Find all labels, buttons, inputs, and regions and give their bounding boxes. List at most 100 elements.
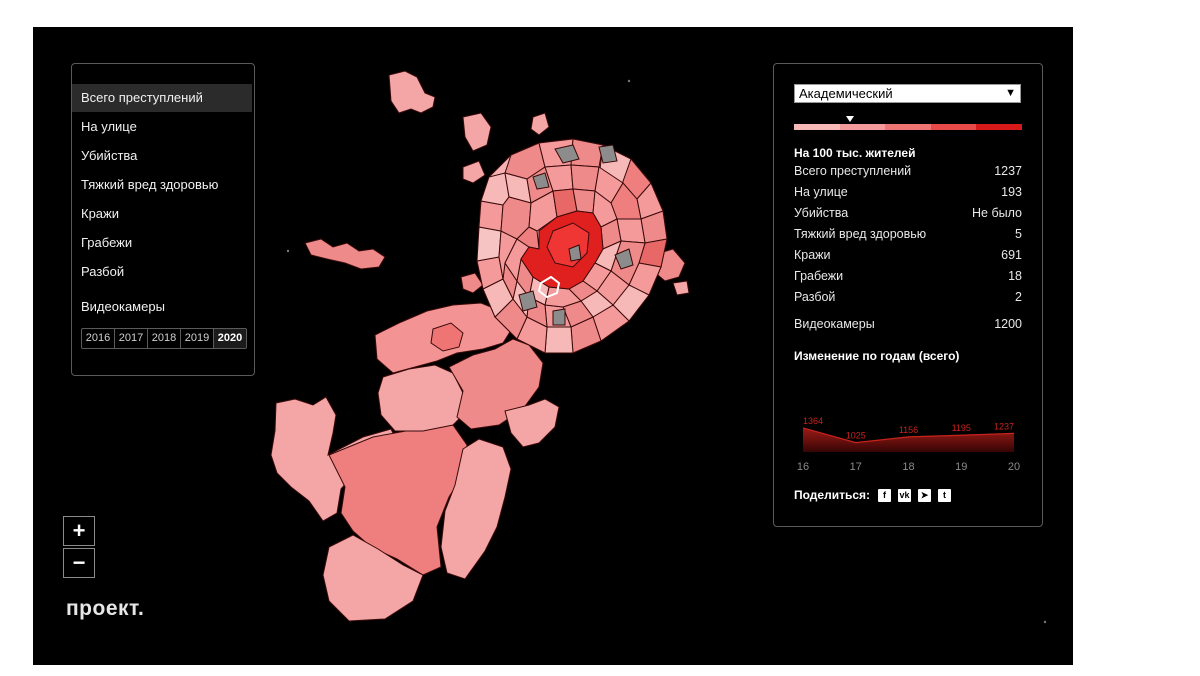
island-zelenograd[interactable]	[388, 70, 436, 114]
layer-item-theft[interactable]: Кражи	[81, 206, 119, 221]
trend-value-label: 1237	[994, 421, 1014, 431]
layer-item-street[interactable]: На улице	[81, 119, 137, 134]
stat-row: Кражи 691	[794, 248, 1022, 262]
stat-row: Убийства Не было	[794, 206, 1022, 220]
district-select[interactable]: Академический ▼	[794, 84, 1021, 103]
telegram-icon[interactable]: ➤	[918, 488, 932, 502]
island-east-small[interactable]	[672, 280, 690, 296]
layer-item-murders[interactable]: Убийства	[81, 148, 138, 163]
zoom-in-button[interactable]: +	[63, 516, 95, 546]
region-middle-right[interactable]	[448, 338, 544, 430]
district-nodata-1[interactable]	[554, 144, 580, 164]
trend-line	[802, 427, 1015, 444]
outer-islands[interactable]	[304, 70, 690, 296]
stat-label: На улице	[794, 185, 848, 199]
facebook-icon[interactable]: f	[878, 488, 892, 502]
layer-item-robbery[interactable]: Грабежи	[81, 235, 133, 250]
stat-label: Видеокамеры	[794, 317, 875, 331]
layer-item-armed-robbery[interactable]: Разбой	[81, 264, 125, 279]
map-background-dots	[286, 79, 1047, 624]
district-nw1[interactable]	[478, 200, 504, 232]
island-north2[interactable]	[530, 112, 550, 136]
stat-value: 1237	[994, 164, 1022, 178]
trend-year-label: 20	[1008, 461, 1020, 473]
region-south-west[interactable]	[440, 438, 512, 580]
region-south-bottom[interactable]	[322, 534, 424, 622]
year-button-2016[interactable]: 2016	[82, 329, 115, 348]
district-info-panel: Академический ▼ На 100 тыс. жителей Всег…	[773, 63, 1043, 527]
island-north[interactable]	[462, 112, 492, 152]
zoom-out-button[interactable]: −	[63, 548, 95, 578]
district-nw2[interactable]	[480, 172, 510, 206]
chevron-down-icon: ▼	[1005, 87, 1016, 99]
island-northwest-small[interactable]	[462, 160, 486, 184]
stat-row: Всего преступлений 1237	[794, 164, 1022, 178]
trend-value-label: 1156	[899, 425, 918, 435]
island-west-small[interactable]	[460, 272, 484, 294]
stat-value: Не было	[972, 206, 1022, 220]
stat-value: 2	[1015, 290, 1022, 304]
district-c1[interactable]	[528, 190, 558, 232]
selected-district-outline[interactable]	[537, 275, 561, 299]
new-moscow-regions[interactable]	[270, 302, 560, 622]
layer-item-all-crimes[interactable]: Всего преступлений	[72, 84, 252, 112]
region-middle-left[interactable]	[377, 364, 464, 432]
scale-segment	[976, 124, 1022, 130]
stat-label: Убийства	[794, 206, 849, 220]
year-selector: 2016 2017 2018 2019 2020	[81, 328, 247, 349]
district-nodata-4[interactable]	[518, 290, 538, 312]
year-button-2019[interactable]: 2019	[181, 329, 214, 348]
scale-segment	[794, 124, 840, 130]
stat-value: 5	[1015, 227, 1022, 241]
region-inner-white[interactable]	[430, 322, 464, 352]
district-i4[interactable]	[570, 164, 600, 192]
trend-year-label: 18	[902, 461, 914, 473]
district-nodata-3[interactable]	[614, 248, 634, 270]
stat-value: 1200	[994, 317, 1022, 331]
year-button-2018[interactable]: 2018	[148, 329, 181, 348]
map-app: Всего преступлений На улице Убийства Тяж…	[33, 27, 1073, 665]
scale-segment	[839, 124, 886, 130]
district-c13[interactable]	[516, 226, 540, 250]
district-s3[interactable]	[544, 326, 574, 354]
district-nodata-5[interactable]	[552, 308, 566, 326]
moscow-crime-map[interactable]	[33, 27, 1073, 665]
stat-label: Грабежи	[794, 269, 844, 283]
layer-item-grievous-harm[interactable]: Тяжкий вред здоровью	[81, 177, 219, 192]
proekt-logo[interactable]: проект.	[66, 597, 145, 620]
year-button-2017[interactable]: 2017	[115, 329, 148, 348]
district-nodata-7[interactable]	[598, 144, 618, 164]
region-south-small[interactable]	[504, 398, 560, 448]
vk-icon[interactable]: vk	[898, 488, 912, 502]
trend-title: Изменение по годам (всего)	[794, 349, 960, 363]
stat-row: Тяжкий вред здоровью 5	[794, 227, 1022, 241]
district-nodata-2[interactable]	[532, 172, 550, 190]
scale-segment	[930, 124, 977, 130]
stat-row-cameras: Видеокамеры 1200	[794, 317, 1022, 331]
layer-item-cameras[interactable]: Видеокамеры	[81, 299, 165, 314]
stat-label: Тяжкий вред здоровью	[794, 227, 927, 241]
year-button-2020[interactable]: 2020	[214, 329, 246, 348]
stat-row: Разбой 2	[794, 290, 1022, 304]
moscow-within-mkad[interactable]	[476, 138, 668, 354]
trend-value-label: 1195	[952, 423, 971, 433]
district-w3[interactable]	[476, 226, 502, 262]
trend-area	[803, 427, 1014, 452]
district-nodata-6[interactable]	[568, 244, 582, 262]
island-west[interactable]	[304, 238, 386, 270]
scale-segment	[885, 124, 931, 130]
stat-label: Всего преступлений	[794, 164, 912, 178]
trend-year-label: 16	[797, 461, 809, 473]
district-c3[interactable]	[572, 188, 596, 214]
twitter-icon[interactable]: t	[938, 488, 952, 502]
share-bar: Поделиться: f vk ➤ t	[794, 488, 958, 502]
stat-value: 18	[1008, 269, 1022, 283]
stat-row: Грабежи 18	[794, 269, 1022, 283]
color-scale	[794, 124, 1022, 130]
trend-value-label: 1025	[846, 431, 866, 441]
layer-panel: Всего преступлений На улице Убийства Тяж…	[71, 63, 255, 376]
district-select-value: Академический	[799, 86, 893, 101]
stat-row: На улице 193	[794, 185, 1022, 199]
stat-value: 691	[1001, 248, 1022, 262]
trend-chart: 1364 16 1025 17 1156 18 1195 19 1237 20	[797, 416, 1020, 473]
